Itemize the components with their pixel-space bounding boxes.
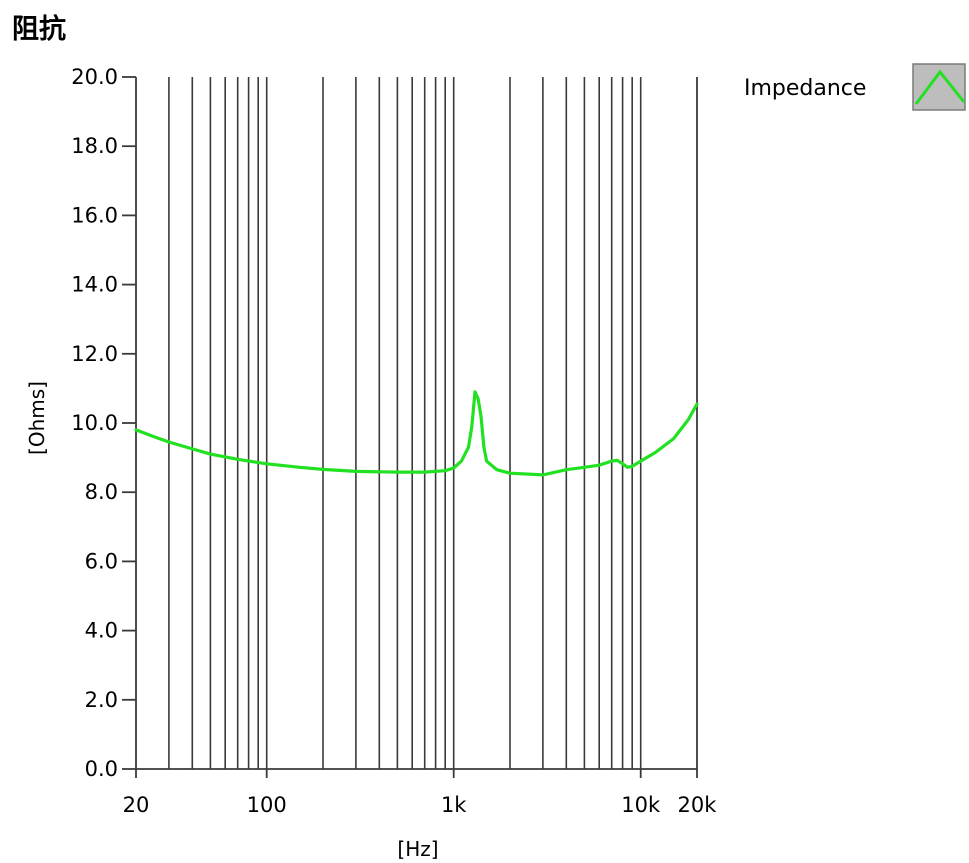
y-axis-label: [Ohms] (25, 381, 49, 455)
y-tick-label: 18.0 (71, 134, 118, 158)
x-tick-label: 20k (678, 793, 718, 817)
x-axis: 20 100 1k 10k 20k (123, 768, 718, 817)
y-tick-label: 6.0 (85, 549, 118, 573)
legend-line-impedance (914, 69, 966, 105)
y-tick-label: 16.0 (71, 203, 118, 227)
vertical-gridlines (168, 77, 642, 769)
y-tick-label: 4.0 (85, 619, 118, 643)
x-tick-label: 100 (247, 793, 287, 817)
legend-label-impedance: Impedance (744, 76, 866, 101)
y-tick-label: 2.0 (85, 688, 118, 712)
y-tick-label: 12.0 (71, 342, 118, 366)
plot-series (134, 390, 699, 477)
chart-title: 阻抗 (12, 13, 66, 45)
series-line-impedance (134, 390, 699, 477)
y-tick-label: 10.0 (71, 411, 118, 435)
x-tick-label: 1k (441, 793, 467, 817)
x-tick-label: 20 (123, 793, 150, 817)
x-tick-label: 10k (621, 793, 661, 817)
y-tick-label: 8.0 (85, 480, 118, 504)
legend: Impedance (744, 63, 966, 111)
y-tick-label: 20.0 (71, 65, 118, 89)
y-tick-label: 0.0 (85, 757, 118, 781)
x-axis-label: [Hz] (397, 837, 438, 861)
y-axis: 0.0 2.0 4.0 6.0 8.0 10.0 12.0 14.0 16.0 18.0 20.0 (71, 65, 698, 781)
y-tick-label: 14.0 (71, 273, 118, 297)
